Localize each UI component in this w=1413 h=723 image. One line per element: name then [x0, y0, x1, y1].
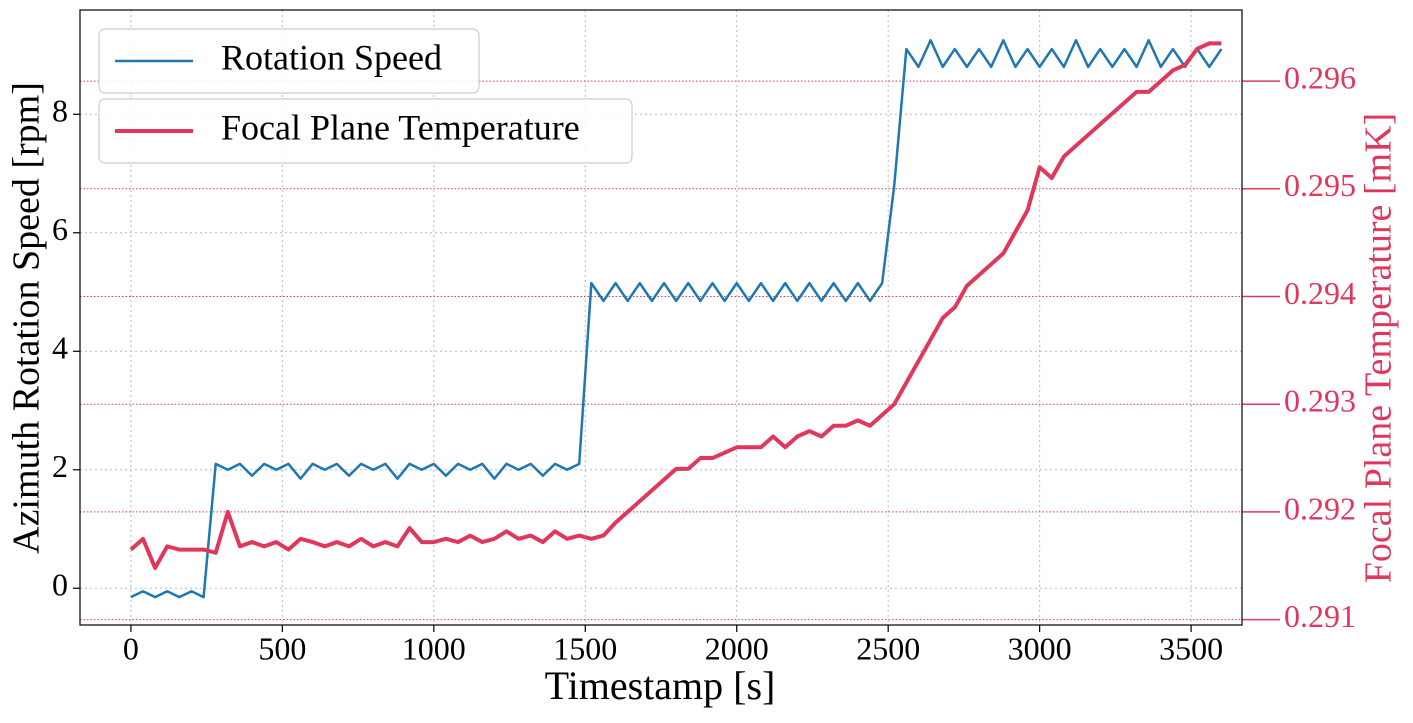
x-tick-label: 3500: [1159, 630, 1223, 666]
y2-tick-label: 0.291: [1284, 598, 1356, 634]
y2-tick-label: 0.296: [1284, 59, 1356, 95]
x-tick-label: 1500: [553, 630, 617, 666]
x-tick-label: 3000: [1008, 630, 1072, 666]
y2-tick-label: 0.295: [1284, 167, 1356, 203]
legend-box: [98, 28, 480, 94]
y-tick-label: 4: [52, 330, 68, 366]
x-tick-label: 2500: [856, 630, 920, 666]
series-line: [130, 38, 1223, 599]
x-tick-label: 0: [123, 630, 139, 666]
legend-box: [98, 98, 633, 164]
y2-axis-label: Focal Plane Temperature [mK]: [1358, 113, 1400, 583]
x-axis-label: Timestamp [s]: [545, 663, 776, 708]
y-tick-label: 6: [52, 211, 68, 247]
x-tick-label: 500: [258, 630, 306, 666]
y-tick-label: 2: [52, 448, 68, 484]
plot-frame: [79, 9, 1243, 626]
y-tick-label: 8: [52, 93, 68, 129]
y2-tick-label: 0.294: [1284, 275, 1356, 311]
y-axis-label: Azimuth Rotation Speed [rpm]: [6, 82, 48, 554]
legend-label: Focal Plane Temperature: [221, 107, 580, 147]
legend-label: Rotation Speed: [221, 37, 442, 77]
y2-tick-label: 0.293: [1284, 383, 1356, 419]
y2-tick-label: 0.292: [1284, 490, 1356, 526]
x-tick-label: 1000: [402, 630, 466, 666]
y-tick-label: 0: [52, 567, 68, 603]
series-line: [129, 41, 1222, 570]
x-tick-label: 2000: [705, 630, 769, 666]
